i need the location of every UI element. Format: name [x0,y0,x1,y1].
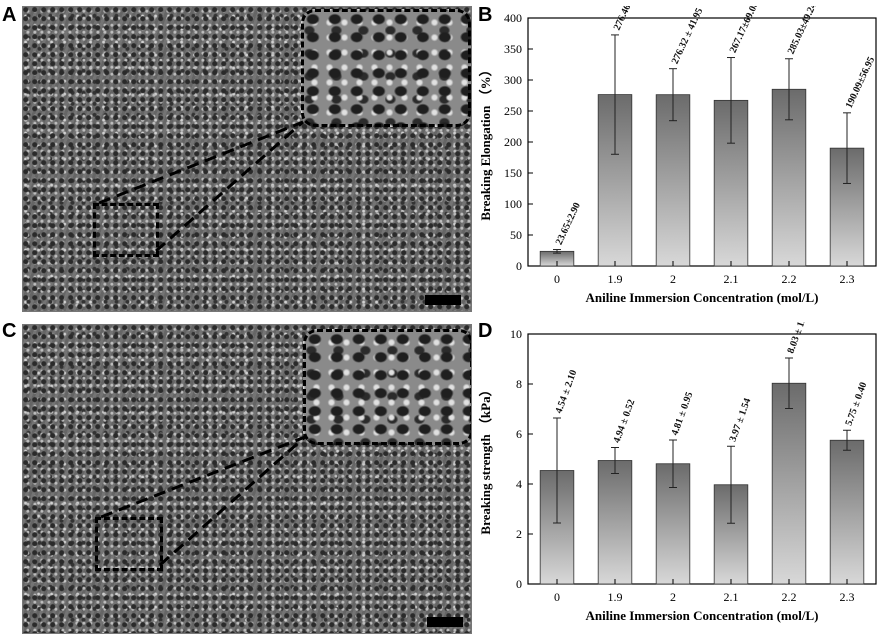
x-tick-label-2.1: 2.1 [724,272,739,286]
y-tick-label: 6 [516,427,522,441]
plot-frame [527,17,877,267]
bar-2.2 [771,88,807,267]
x-tick-label-2.1: 2.1 [724,590,739,604]
y-tick-label: 400 [504,11,522,25]
bar-value-label-1.9: 276.46 ± 96.27 [612,6,648,32]
bar-2 [655,94,691,267]
y-tick-label: 200 [504,135,522,149]
panel-letter-c: C [2,320,17,342]
y-tick-label: 4 [516,477,522,491]
panel-letter-d: D [478,320,493,342]
sem-zoom-box-c [95,517,163,571]
bar-2.3 [829,439,865,585]
x-tick-label-2.3: 2.3 [840,590,855,604]
y-tick-label: 0 [516,577,522,591]
y-tick-label: 8 [516,377,522,391]
bar-value-label-2.2: 285.03±49.24 [786,6,819,56]
panel-letter-b: B [478,4,493,26]
x-tick-label-2.2: 2.2 [782,272,797,286]
x-tick-label-2.2: 2.2 [782,590,797,604]
x-tick-label-0: 0 [554,590,560,604]
sem-image-c [22,324,472,634]
x-tick-label-1.9: 1.9 [608,590,623,604]
y-tick-label: 50 [510,228,522,242]
sem-image-a [22,6,472,312]
x-tick-label-0: 0 [554,272,560,286]
sem-zoom-box-a [93,203,159,257]
bar-value-label-2.1: 3.97 ± 1.54 [727,397,753,444]
y-tick-label: 150 [504,166,522,180]
bar-value-label-2: 4.81 ± 0.95 [669,391,695,438]
y-tick-label: 100 [504,197,522,211]
sem-inset-c [303,329,471,445]
y-axis-label: Breaking strength （kPa） [478,383,493,534]
x-axis-label: Aniline Immersion Concentration (mol/L) [586,608,819,623]
x-tick-label-2: 2 [670,590,676,604]
chart-breaking-strength: 0 2 4 6 8 10 0 4.54 ± 2.10 1.9 4.94 ± 0.52 2 4.81 ±… [478,322,877,623]
scale-bar-a [425,295,461,305]
y-tick-label: 350 [504,42,522,56]
bar-value-label-0: 4.54 ± 2.10 [553,369,579,416]
bar-value-label-2.2: 8.03 ± 1.01 [785,322,811,355]
chart-breaking-elongation: 0 50 100 150 200 250 300 350 400 0 23.65±2.90 1.9 27… [478,6,877,305]
bar-2.2 [771,382,807,585]
x-axis-label: Aniline Immersion Concentration (mol/L) [586,290,819,305]
x-tick-label-2: 2 [670,272,676,286]
bar-value-label-2.1: 267.17±69.08 [728,6,761,55]
bar-value-label-2.3: 190.09±56.95 [844,55,877,110]
x-tick-label-1.9: 1.9 [608,272,623,286]
y-tick-label: 10 [510,327,522,341]
bar-value-label-2.3: 5.75 ± 0.40 [843,381,869,428]
panel-letter-a: A [2,4,17,26]
y-tick-label: 250 [504,104,522,118]
bar-value-label-2: 276.32 ± 41.95 [670,6,706,65]
bar-1.9 [597,460,633,585]
sem-inset-a [301,9,471,127]
y-tick-label: 2 [516,527,522,541]
y-tick-label: 0 [516,259,522,273]
y-axis-label: Breaking Elongation （%） [478,63,493,220]
bar-value-label-1.9: 4.94 ± 0.52 [611,398,637,445]
plot-frame [527,333,877,585]
x-tick-label-2.3: 2.3 [840,272,855,286]
bar-value-label-0: 23.65±2.90 [554,201,583,247]
scale-bar-c [427,617,463,627]
y-tick-label: 300 [504,73,522,87]
